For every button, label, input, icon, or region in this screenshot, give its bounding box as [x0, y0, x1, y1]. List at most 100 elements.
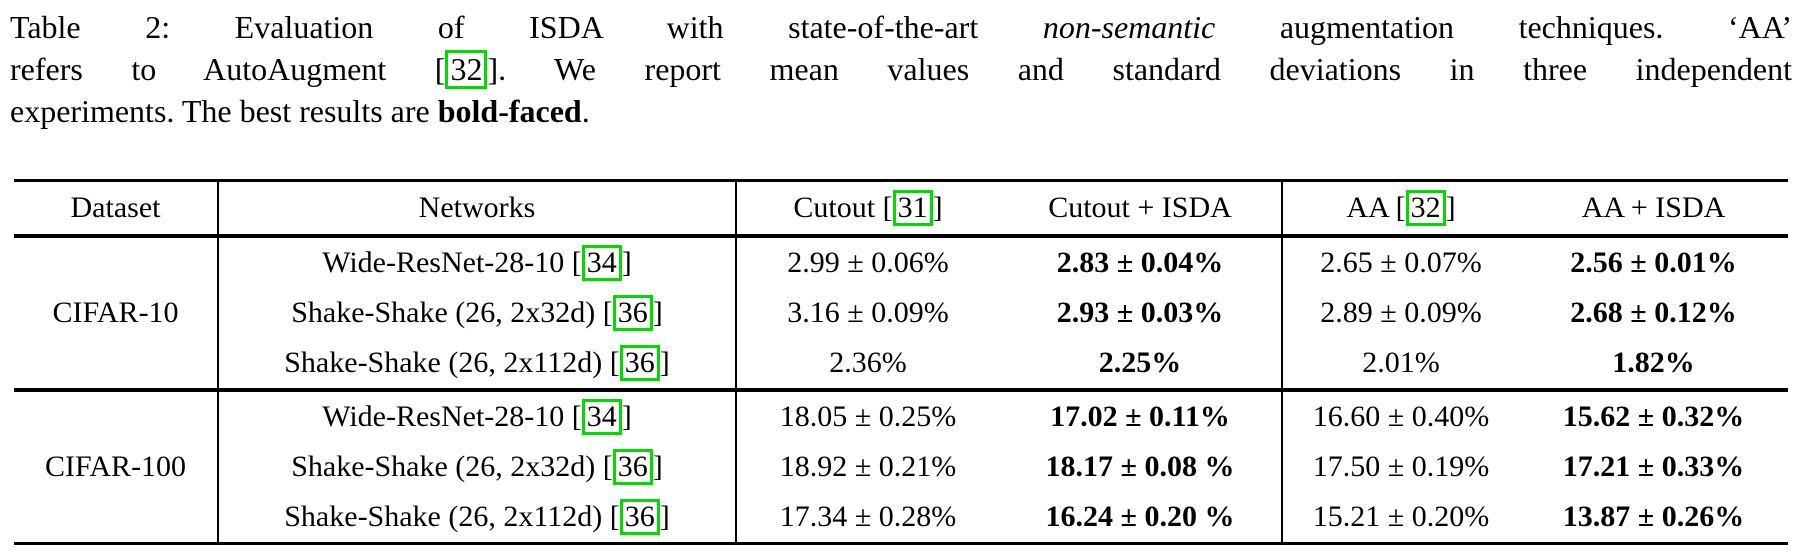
- network-cell: Shake-Shake (26, 2x112d) [36]: [218, 492, 737, 544]
- cell-cutout: 3.16 ± 0.09%: [787, 296, 949, 329]
- cell-cutout: 18.92 ± 0.21%: [779, 450, 957, 483]
- network-name: Shake-Shake (26, 2x112d): [284, 345, 603, 379]
- bracket: [: [1395, 190, 1406, 224]
- cell-aa-isda: 13.87 ± 0.26%: [1562, 500, 1745, 533]
- citation-ref: [34]: [571, 398, 632, 436]
- col-header-aa-label: AA: [1346, 190, 1389, 224]
- network-cell: Shake-Shake (26, 2x32d) [36]: [218, 288, 737, 338]
- table-row: CIFAR-100 Wide-ResNet-28-10 [34] 18.05 ±…: [14, 388, 1788, 544]
- citation-ref: [36]: [609, 498, 670, 536]
- citation-ref: [36]: [609, 344, 670, 382]
- bracket: ]: [1445, 190, 1456, 224]
- col-header-networks: Networks: [218, 180, 737, 238]
- bracket: ]: [487, 51, 499, 87]
- bracket: [: [882, 190, 893, 224]
- citation-link-36[interactable]: 36: [612, 448, 653, 486]
- bracket: ]: [659, 499, 670, 533]
- table-row: Shake-Shake (26, 2x112d) [36] 2.36% 2.25…: [14, 338, 1788, 390]
- col-header-cutout-isda: Cutout + ISDA: [999, 180, 1283, 238]
- citation-ref: [34]: [571, 244, 632, 282]
- citation-link-31[interactable]: 31: [892, 189, 933, 227]
- cell-aa: 16.60 ± 0.40%: [1282, 388, 1519, 442]
- network-name: Shake-Shake (26, 2x112d): [284, 499, 603, 533]
- caption-line-1: Table 2: Evaluation of ISDA with state-o…: [10, 6, 1792, 48]
- cell-aa: 2.01%: [1362, 346, 1440, 379]
- citation-link-34[interactable]: 34: [581, 398, 622, 436]
- network-name: Shake-Shake (26, 2x32d): [291, 295, 596, 329]
- cell-aa: 15.21 ± 0.20%: [1312, 500, 1490, 533]
- cell-cutout: 2.99 ± 0.06%: [787, 246, 949, 279]
- cell-aa-isda: 17.21 ± 0.33%: [1562, 450, 1745, 483]
- col-header-aa-isda: AA + ISDA: [1519, 180, 1788, 238]
- results-table: Dataset Networks Cutout [31] Cutout + IS…: [14, 179, 1788, 545]
- col-header-cutout: Cutout [31]: [736, 180, 999, 238]
- cell-aa: 2.65 ± 0.07%: [1320, 246, 1482, 279]
- network-name: Shake-Shake (26, 2x32d): [291, 449, 596, 483]
- network-cell: Wide-ResNet-28-10 [34]: [218, 236, 737, 288]
- citation-link-36[interactable]: 36: [619, 498, 660, 536]
- bracket: [: [602, 449, 613, 483]
- cell-cutout-isda: 17.02 ± 0.11%: [999, 388, 1283, 442]
- network-cell: Shake-Shake (26, 2x112d) [36]: [218, 338, 737, 390]
- bracket: ]: [621, 245, 632, 279]
- citation-link-32[interactable]: 32: [1405, 189, 1446, 227]
- bracket: ]: [652, 449, 663, 483]
- caption-text: refers to AutoAugment: [10, 51, 435, 87]
- cell-cutout-isda: 2.25%: [999, 338, 1283, 390]
- cell-aa: 2.89 ± 0.09%: [1320, 296, 1482, 329]
- cell-aa-isda: 2.68 ± 0.12%: [1570, 296, 1737, 329]
- cell-cutout-isda: 18.17 ± 0.08 %: [999, 442, 1283, 492]
- cell-cutout: 2.36%: [829, 346, 907, 379]
- bracket: ]: [621, 399, 632, 433]
- col-header-aa: AA [32]: [1282, 180, 1519, 238]
- cifar10-block: CIFAR-10 Wide-ResNet-28-10 [34] 2.99 ± 0…: [14, 236, 1788, 390]
- cell-aa-isda: 2.56 ± 0.01%: [1570, 246, 1737, 279]
- bracket: ]: [652, 295, 663, 329]
- cell-aa: 17.50 ± 0.19%: [1312, 450, 1490, 483]
- citation-ref: [36]: [602, 294, 663, 332]
- col-header-dataset: Dataset: [14, 180, 219, 238]
- network-name: Wide-ResNet-28-10: [322, 399, 565, 433]
- bracket: [: [602, 295, 613, 329]
- network-name: Wide-ResNet-28-10: [322, 245, 565, 279]
- cell-aa-isda: 15.62 ± 0.32%: [1519, 388, 1788, 442]
- citation-link-32[interactable]: 32: [445, 50, 488, 89]
- dataset-label-cifar10: CIFAR-10: [14, 236, 219, 390]
- bracket: [: [609, 345, 620, 379]
- table-row: Shake-Shake (26, 2x32d) [36] 18.92 ± 0.2…: [14, 442, 1788, 492]
- cell-cutout-isda: 16.24 ± 0.20 %: [999, 492, 1283, 544]
- header-row: Dataset Networks Cutout [31] Cutout + IS…: [14, 180, 1788, 238]
- table-row: CIFAR-10 Wide-ResNet-28-10 [34] 2.99 ± 0…: [14, 236, 1788, 390]
- table-row: Shake-Shake (26, 2x32d) [36] 3.16 ± 0.09…: [14, 288, 1788, 338]
- bracket: ]: [659, 345, 670, 379]
- cell-cutout: 18.05 ± 0.25%: [736, 388, 999, 442]
- cell-cutout-isda: 2.83 ± 0.04%: [999, 236, 1283, 288]
- table-row: Shake-Shake (26, 2x112d) [36] 17.34 ± 0.…: [14, 492, 1788, 544]
- cifar100-block: CIFAR-100 Wide-ResNet-28-10 [34] 18.05 ±…: [14, 388, 1788, 544]
- citation-ref: [32]: [1395, 189, 1456, 227]
- cell-cutout-isda: 2.93 ± 0.03%: [999, 288, 1283, 338]
- bracket: [: [434, 51, 446, 87]
- caption-line-3: experiments. The best results are bold-f…: [10, 90, 1792, 132]
- caption-italic-term: non-semantic: [1042, 9, 1216, 45]
- citation-ref: [32]: [434, 50, 499, 89]
- citation-link-34[interactable]: 34: [581, 244, 622, 282]
- cell-cutout: 17.34 ± 0.28%: [779, 500, 957, 533]
- caption-line-2: refers to AutoAugment [32]. We report me…: [10, 48, 1792, 90]
- citation-ref: [36]: [602, 448, 663, 486]
- cell-aa-isda: 1.82%: [1612, 346, 1695, 379]
- network-cell: Shake-Shake (26, 2x32d) [36]: [218, 442, 737, 492]
- bracket: [: [571, 245, 582, 279]
- col-header-cutout-label: Cutout: [793, 190, 876, 224]
- caption-text: experiments. The best results are: [10, 93, 438, 129]
- bracket: [: [571, 399, 582, 433]
- caption-text: .: [581, 93, 590, 129]
- citation-link-36[interactable]: 36: [612, 294, 653, 332]
- caption-text: . We report mean values and standard dev…: [498, 51, 1793, 87]
- citation-ref: [31]: [882, 189, 943, 227]
- caption-text: Table 2: Evaluation of ISDA with state-o…: [10, 9, 1043, 45]
- dataset-label-cifar100: CIFAR-100: [14, 388, 219, 544]
- caption-bold-term: bold-faced: [437, 93, 582, 129]
- citation-link-36[interactable]: 36: [619, 344, 660, 382]
- bracket: [: [609, 499, 620, 533]
